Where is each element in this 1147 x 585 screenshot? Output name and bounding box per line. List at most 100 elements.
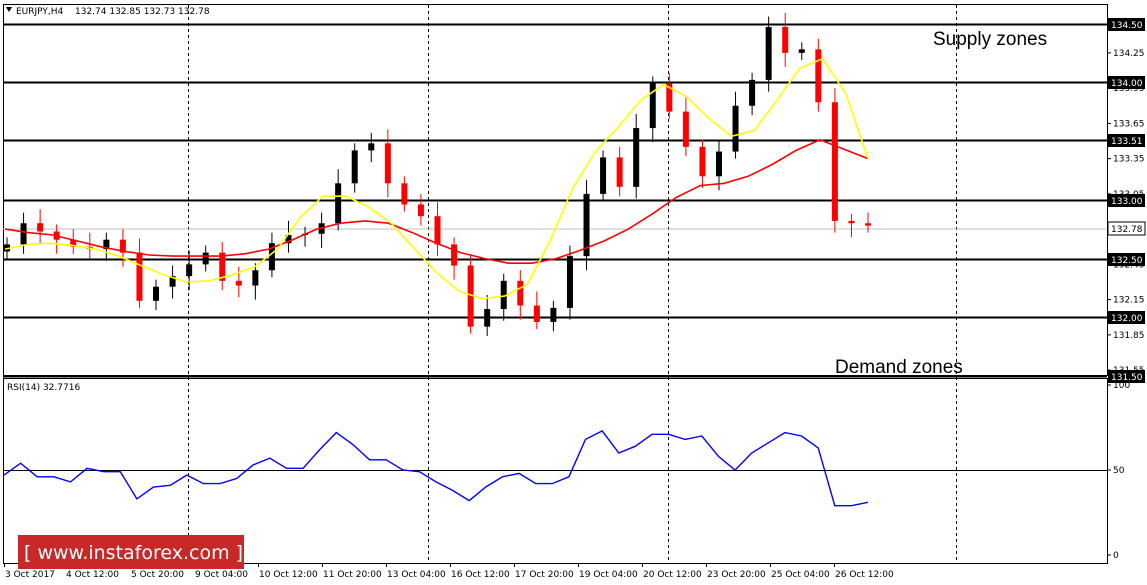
level-label-box <box>1108 311 1145 324</box>
time-tick-label: 5 Oct 20:00 <box>131 570 184 580</box>
candle-body <box>186 264 193 277</box>
time-tick-label: 17 Oct 20:00 <box>515 570 574 580</box>
rsi-axis: 100 50 0 <box>1107 381 1130 561</box>
candle-body <box>202 252 209 265</box>
rsi-tick-label: 50 <box>1113 466 1125 476</box>
level-label-box <box>1108 134 1145 147</box>
time-tick-label: 9 Oct 04:00 <box>195 570 248 580</box>
candle-body <box>252 270 259 286</box>
price-tick-label: 133.95 <box>1113 84 1145 94</box>
time-tick-label: 4 Oct 12:00 <box>66 570 119 580</box>
time-tick-label: 11 Oct 20:00 <box>323 570 382 580</box>
candle-body <box>600 157 607 194</box>
time-tick-label: 10 Oct 12:00 <box>259 570 318 580</box>
candle-body <box>616 157 623 187</box>
candle-body <box>417 204 424 217</box>
level-label: 133.51 <box>1111 137 1143 147</box>
time-tick-label: 23 Oct 20:00 <box>707 570 766 580</box>
time-tick-label: 25 Oct 04:00 <box>771 570 830 580</box>
candle-body <box>351 150 358 184</box>
candle-body <box>285 235 292 244</box>
time-tick-label: 20 Oct 12:00 <box>643 570 702 580</box>
level-label-box <box>1108 194 1145 207</box>
candle-body <box>219 252 226 281</box>
rsi-tick-label: 100 <box>1113 381 1130 391</box>
candle-body <box>335 183 342 224</box>
ohlc-header: 132.74 132.85 132.73 132.78 <box>75 7 210 17</box>
current-price-marker: 132.78 <box>1107 221 1146 236</box>
watermark-text: [ www.instaforex.com ] <box>24 542 243 564</box>
price-tick-label: 134.25 <box>1113 49 1145 59</box>
candle-body <box>815 49 822 103</box>
time-tick-label: 3 Oct 2017 <box>5 570 55 580</box>
candle-body <box>798 49 805 53</box>
candle-body <box>633 128 640 187</box>
candle-body <box>699 146 706 177</box>
candle-body <box>666 83 673 112</box>
candle-body <box>865 223 871 226</box>
level-label-box <box>1108 253 1145 266</box>
candle-body <box>434 216 441 245</box>
candle-body <box>715 151 722 177</box>
chart-title: EURJPY,H4 <box>16 7 64 17</box>
candle-body <box>103 239 110 250</box>
level-label: 134.50 <box>1111 21 1143 31</box>
candle-body <box>467 265 474 327</box>
candle-body <box>119 239 126 253</box>
level-label: 132.50 <box>1111 256 1143 266</box>
candle-body <box>649 83 656 129</box>
candle-body <box>20 223 27 245</box>
demand-zones-label: Demand zones <box>835 357 963 378</box>
level-label: 131.50 <box>1111 373 1143 383</box>
candle-body <box>782 27 789 53</box>
candle-body <box>384 143 391 184</box>
candle-body <box>500 280 507 310</box>
time-tick-label: 19 Oct 04:00 <box>579 570 638 580</box>
candle-body <box>517 280 524 306</box>
rsi-tick-label: 0 <box>1113 551 1119 561</box>
price-tick-label: 133.65 <box>1113 119 1145 129</box>
candle-body <box>235 280 242 286</box>
candle-body <box>533 305 540 322</box>
price-tick-label: 131.85 <box>1113 331 1145 341</box>
chart-menu-triangle-icon[interactable] <box>6 7 12 12</box>
level-labels: 134.50 134.00 133.51 133.00 132.50 132.00 131.… <box>1108 18 1145 383</box>
rsi-title: RSI(14) 32.7716 <box>7 383 80 393</box>
time-axis: 3 Oct 2017 4 Oct 12:00 5 Oct 20:00 9 Oct 04… <box>4 563 894 580</box>
candle-body <box>848 220 855 224</box>
candle-body <box>583 193 590 257</box>
level-label: 132.00 <box>1111 314 1143 324</box>
candle-body <box>484 309 491 327</box>
time-tick-label: 26 Oct 12:00 <box>835 570 894 580</box>
rsi-line <box>3 430 869 507</box>
price-tick-label: 133.35 <box>1113 155 1145 165</box>
level-label-box <box>1108 370 1145 383</box>
level-label: 134.00 <box>1111 79 1143 89</box>
current-price-label: 132.78 <box>1111 225 1143 235</box>
candle-body <box>37 223 44 232</box>
candle-body <box>70 239 77 247</box>
level-label: 133.00 <box>1111 197 1143 207</box>
moving-average-slow-line <box>4 138 869 264</box>
supply-zones-label: Supply zones <box>933 29 1047 50</box>
candle-body <box>566 256 573 308</box>
candle-body <box>682 111 689 147</box>
level-label-box <box>1108 76 1145 89</box>
candle-body <box>765 27 772 80</box>
candle-body <box>831 102 838 221</box>
candle-body <box>268 243 275 271</box>
candle-body <box>368 143 375 151</box>
time-tick-label: 16 Oct 12:00 <box>451 570 510 580</box>
instaforex-watermark: [ www.instaforex.com ] <box>18 535 244 569</box>
price-axis: 134.25133.95133.65133.35133.05132.45132.… <box>1107 49 1145 376</box>
candle-body <box>136 252 143 301</box>
candle-body <box>732 105 739 152</box>
candle-body <box>749 79 756 106</box>
candle-body <box>401 183 408 205</box>
time-tick-label: 13 Oct 04:00 <box>387 570 446 580</box>
moving-average-fast-line <box>4 57 869 300</box>
price-tick-label: 132.15 <box>1113 296 1145 306</box>
candle-body <box>451 244 458 266</box>
candle-body <box>153 286 160 301</box>
